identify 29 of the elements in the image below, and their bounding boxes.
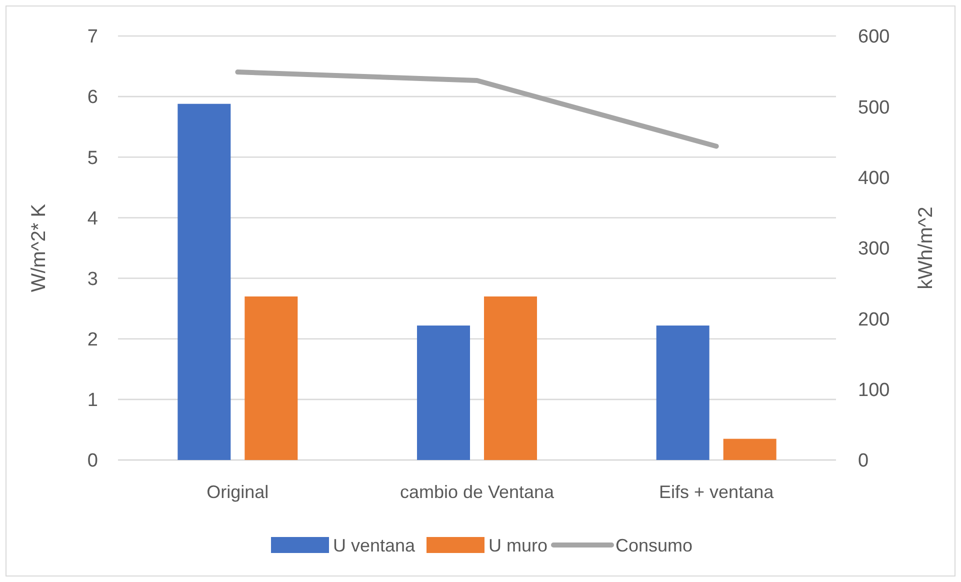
y2-tick-label: 200 [858,309,890,330]
y2-axis-title: kWh/m^2 [915,206,937,290]
y2-tick-label: 500 [858,97,890,118]
legend-label: Consumo [616,535,693,556]
y-tick-label: 3 [87,268,98,290]
legend-label: U muro [488,535,548,556]
x-tick-label: Original [206,482,269,502]
bar [178,104,231,460]
y2-tick-label: 600 [858,26,890,48]
bar [244,296,298,460]
bar [723,438,776,460]
y-tick-label: 5 [87,148,98,169]
bar [417,326,470,460]
legend-label: U ventana [333,535,416,556]
y-axis-title: W/m^2* K [28,203,50,292]
y-tick-label: 1 [87,390,98,412]
y2-tick-label: 300 [858,238,890,260]
y-tick-label: 2 [87,330,98,351]
y-tick-label: 4 [87,208,98,230]
y2-tick-label: 100 [858,380,890,401]
bar [656,326,710,460]
bar [484,296,537,460]
y-tick-label: 0 [87,450,98,472]
x-tick-label: cambio de Ventana [400,482,556,502]
x-tick-label: Eifs + ventana [659,482,775,502]
y-tick-label: 7 [87,26,98,48]
y2-tick-label: 0 [858,450,869,472]
y-tick-label: 6 [87,87,98,108]
y2-tick-label: 400 [858,168,890,189]
